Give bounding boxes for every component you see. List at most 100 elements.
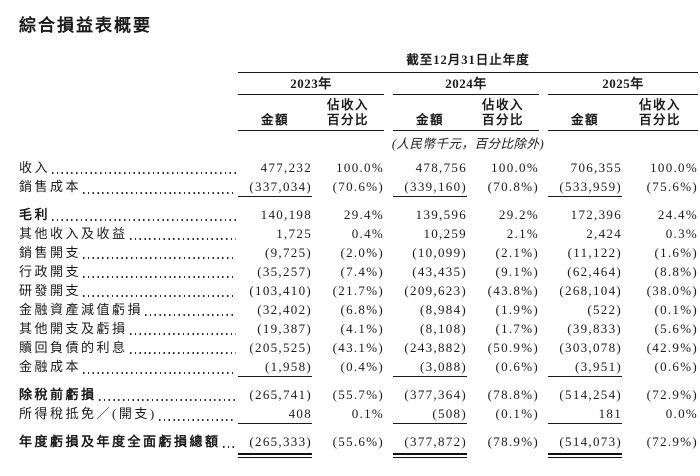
amount-2023: (32,402) — [257, 302, 312, 317]
amount-2025: (39,833) — [567, 321, 622, 336]
row-label-cell: 收入 — [19, 158, 238, 177]
row-label-cell: 銷售成本 — [19, 177, 238, 197]
pct-2025: 100.0% — [650, 160, 698, 175]
pct-2023: (4.1%) — [340, 321, 384, 336]
amount-column-header: 金額 — [238, 95, 312, 131]
amount-2025: (62,464) — [567, 264, 622, 279]
row-label: 收入 — [19, 160, 51, 175]
amount-2025: (3,951) — [548, 357, 622, 377]
amount-2024: (8,984) — [419, 302, 467, 317]
pct-2025: (1.6%) — [654, 245, 698, 260]
year-header-2024: 2024年 — [393, 73, 539, 95]
amount-2023: (1,958) — [238, 357, 312, 377]
pct-2023: (7.4%) — [340, 264, 384, 279]
pct-2024: (43.8%) — [487, 283, 539, 298]
amount-2024: (377,364) — [404, 387, 467, 402]
pct-2023: (0.4%) — [340, 359, 384, 374]
amount-2025: 172,396 — [570, 207, 622, 222]
pct-header-line1: 佔收入 — [481, 98, 524, 112]
amount-header-label: 金額 — [570, 113, 599, 127]
row-label: 其他收入及收益 — [19, 226, 128, 241]
pct-2024: (78.9%) — [487, 434, 539, 449]
year-header-row: 2023年 2024年 2025年 — [0, 73, 700, 95]
amount-2025: (303,078) — [559, 340, 622, 355]
pct-2023: 0.1% — [351, 406, 384, 421]
unit-note: (人民幣千元，百分比除外) — [391, 137, 545, 151]
page-title: 綜合損益表概要 — [19, 16, 152, 35]
amount-2023: (9,725) — [264, 245, 312, 260]
amount-header-label: 金額 — [415, 113, 444, 127]
table-row: 其他收入及收益 1,725 0.4% 10,259 2.1% 2,424 0.3… — [0, 224, 700, 243]
period-header: 截至12月31日止年度 — [238, 48, 698, 73]
pct-2025: 0.3% — [665, 226, 698, 241]
pct-2025: (72.9%) — [646, 387, 698, 402]
dotted-leader — [52, 172, 236, 174]
pct-2024: 100.0% — [491, 160, 539, 175]
row-label-cell: 金融成本 — [19, 357, 238, 377]
pct-2023: (43.1%) — [332, 340, 384, 355]
amount-2023: (103,410) — [249, 283, 312, 298]
pct-2024: (9.1%) — [495, 264, 539, 279]
pct-2023: (2.0%) — [340, 245, 384, 260]
table-row: 其他開支及虧損 (19,387) (4.1%) (8,108) (1.7%) (… — [0, 319, 700, 338]
pct-column-header: 佔收入 百分比 — [312, 95, 384, 131]
dotted-leader — [83, 192, 236, 194]
dotted-leader — [145, 314, 236, 316]
amount-2023: (35,257) — [257, 264, 312, 279]
amount-column-header: 金額 — [393, 95, 467, 131]
pct-column-header: 佔收入 百分比 — [467, 95, 539, 131]
amount-2024: 139,596 — [415, 207, 467, 222]
row-label: 其他開支及虧損 — [19, 321, 128, 336]
amount-2024: (377,872) — [404, 434, 467, 449]
row-label: 金融資產減值虧損 — [19, 302, 144, 317]
pct-2025: (75.6%) — [646, 179, 698, 194]
amount-2023: 477,232 — [260, 160, 312, 175]
dotted-leader — [222, 446, 236, 448]
amount-2024: (508) — [393, 404, 467, 424]
amount-2023: 408 — [238, 404, 312, 424]
pct-2025: 24.4% — [657, 207, 698, 222]
row-label: 金融成本 — [19, 359, 82, 374]
amount-2024: (43,435) — [412, 264, 467, 279]
dotted-leader — [129, 352, 236, 354]
pct-2024: (70.8%) — [487, 179, 539, 194]
row-label: 行政開支 — [19, 264, 82, 279]
amount-2023: (265,333) — [249, 434, 312, 449]
amount-2023: (19,387) — [257, 321, 312, 336]
table-row: 所得稅抵免／(開支) 408 0.1% (508) (0.1%) 181 0.0… — [0, 404, 700, 424]
row-label: 毛利 — [19, 207, 51, 222]
pct-2025: (0.1%) — [654, 302, 698, 317]
dotted-leader — [83, 372, 236, 374]
row-label: 所得稅抵免／(開支) — [19, 406, 157, 421]
year-header-2025: 2025年 — [548, 73, 698, 95]
table-row: 行政開支 (35,257) (7.4%) (43,435) (9.1%) (62… — [0, 262, 700, 281]
pct-column-header: 佔收入 百分比 — [622, 95, 698, 131]
amount-2024: (3,088) — [393, 357, 467, 377]
amount-2023: (205,525) — [249, 340, 312, 355]
pct-2023: 100.0% — [336, 160, 384, 175]
amount-2025: (514,073) — [559, 434, 622, 449]
dotted-leader — [83, 295, 236, 297]
pct-2023: (70.6%) — [332, 179, 384, 194]
pct-2024: (1.7%) — [495, 321, 539, 336]
pct-2025: (38.0%) — [646, 283, 698, 298]
pct-2024: 2.1% — [506, 226, 539, 241]
table-row: 毛利 140,198 29.4% 139,596 29.2% 172,396 2… — [0, 205, 700, 224]
amount-column-header: 金額 — [548, 95, 622, 131]
pct-2023: (21.7%) — [332, 283, 384, 298]
row-label-cell: 毛利 — [19, 205, 238, 224]
pct-2025: 0.0% — [665, 406, 698, 421]
table-row: 收入 477,232 100.0% 478,756 100.0% 706,355… — [0, 158, 700, 177]
row-label: 銷售開支 — [19, 245, 82, 260]
double-rule-row — [0, 453, 700, 458]
row-label-cell: 其他開支及虧損 — [19, 319, 238, 338]
pct-2025: (0.6%) — [654, 359, 698, 374]
table-row: 年度虧損及年度全面虧損總額 (265,333) (55.6%) (377,872… — [0, 432, 700, 451]
amount-2025: 181 — [548, 404, 622, 424]
amount-2024: (339,160) — [393, 177, 467, 197]
pct-header-line1: 佔收入 — [638, 98, 681, 112]
period-header-row: 截至12月31日止年度 — [0, 48, 700, 73]
row-label: 除稅前虧損 — [19, 387, 97, 402]
row-label-cell: 除稅前虧損 — [19, 385, 238, 404]
double-rule-line — [548, 453, 622, 458]
